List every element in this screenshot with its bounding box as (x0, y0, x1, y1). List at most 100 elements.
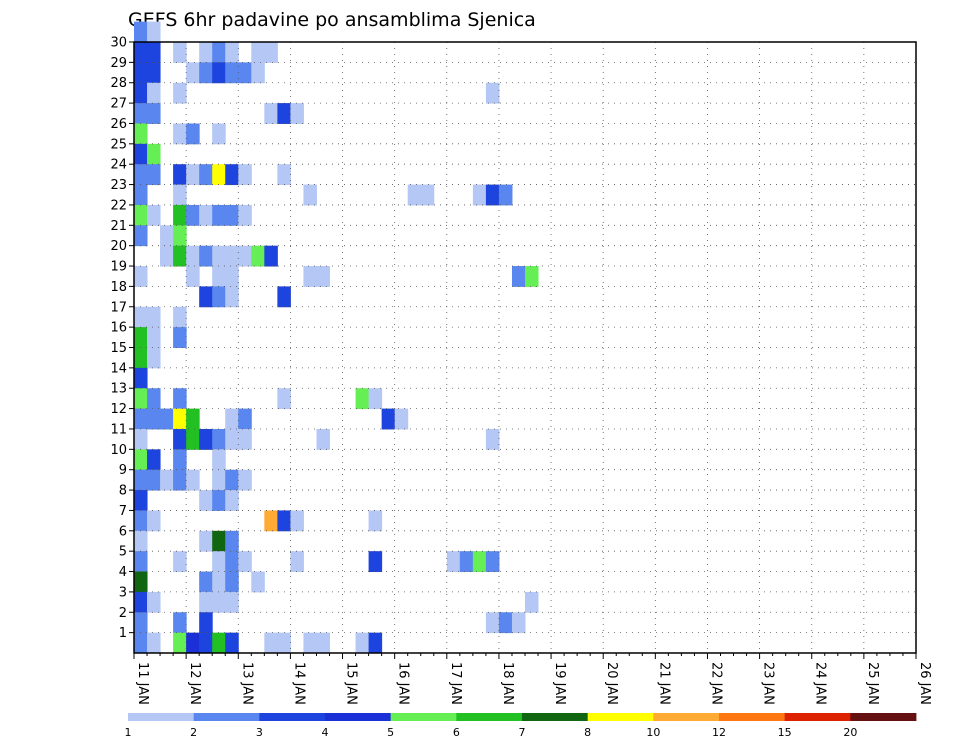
heatmap-cell (147, 143, 161, 165)
heatmap-cell (134, 123, 148, 145)
heatmap-cell (134, 42, 148, 63)
heatmap-cell (225, 42, 239, 63)
y-tick-label: 23 (110, 178, 127, 193)
legend-label: 3 (256, 726, 263, 739)
heatmap-cell (225, 591, 239, 613)
y-tick-label: 29 (110, 56, 127, 71)
x-tick-label: 11 JAN (135, 662, 150, 705)
heatmap-cell (251, 62, 265, 84)
legend-swatch (193, 713, 260, 721)
legend-swatch (522, 713, 589, 721)
x-tick-label: 21 JAN (656, 662, 671, 705)
heatmap-cell (173, 612, 187, 634)
heatmap-cell (212, 123, 226, 145)
heatmap-cell (199, 245, 213, 267)
heatmap-cell (459, 551, 474, 573)
y-tick-label: 24 (110, 158, 127, 173)
heatmap-cell (277, 632, 291, 654)
heatmap-cell (251, 571, 265, 593)
y-tick-label: 18 (110, 280, 127, 295)
heatmap-cell (134, 82, 148, 104)
y-tick-label: 21 (110, 219, 127, 234)
y-tick-label: 30 (110, 36, 127, 51)
heatmap-cell (212, 551, 226, 573)
heatmap-cell (199, 612, 213, 634)
heatmap-cell (290, 103, 304, 124)
y-tick-label: 14 (110, 361, 127, 376)
heatmap-cell (368, 510, 383, 532)
heatmap-cell (173, 245, 187, 267)
heatmap-cell (134, 612, 148, 634)
heatmap-cell (199, 286, 213, 308)
heatmap-cell (134, 490, 148, 511)
legend-label: 20 (843, 726, 857, 739)
colorbar-legend: 1 2 3 4 5 6 7 8 10 12 15 20 (125, 713, 917, 739)
legend-swatch (128, 713, 195, 721)
x-tick-label: 23 JAN (761, 662, 776, 705)
heatmap-cell (199, 530, 213, 552)
heatmap-cell (212, 204, 226, 226)
heatmap-cell (212, 530, 226, 552)
heatmap-cell (355, 388, 370, 410)
chart-title: GEFS 6hr padavine po ansamblima Sjenica (128, 9, 536, 31)
heatmap-cell (134, 408, 148, 430)
legend-swatch (653, 713, 720, 721)
heatmap-cell (264, 632, 278, 654)
heatmap-cell (225, 62, 239, 84)
heatmap-cell (160, 245, 174, 267)
legend-swatch (719, 713, 786, 721)
heatmap-cell (147, 204, 161, 226)
heatmap-cell (238, 408, 252, 430)
heatmap-cell (225, 266, 239, 287)
heatmap-cell (173, 42, 187, 63)
heatmap-cell (277, 388, 291, 410)
legend-swatch (850, 713, 917, 721)
heatmap-cell (134, 428, 148, 450)
legend-swatch (587, 713, 654, 721)
heatmap-cell (134, 225, 148, 247)
heatmap-cell (485, 612, 500, 634)
legend-label: 6 (453, 726, 460, 739)
heatmap-cell (212, 571, 226, 593)
x-tick-label: 13 JAN (239, 662, 254, 705)
heatmap-cell (147, 327, 161, 348)
heatmap-cell (316, 632, 330, 654)
heatmap-cell (212, 164, 226, 186)
heatmap-cell (381, 408, 396, 430)
legend-swatch (456, 713, 523, 721)
heatmap-cell (186, 245, 200, 267)
heatmap-cell (173, 204, 187, 226)
y-tick-label: 26 (110, 117, 127, 132)
heatmap-cell (134, 347, 148, 369)
legend-label: 15 (778, 726, 792, 739)
heatmap-cell (173, 388, 187, 410)
heatmap-cell (485, 428, 500, 450)
heatmap-cell (303, 184, 317, 206)
heatmap-cell (173, 632, 187, 654)
heatmap-cell (186, 266, 200, 287)
heatmap-cell (225, 490, 239, 511)
y-tick-label: 9 (119, 463, 127, 478)
heatmap-cell (225, 571, 239, 593)
y-tick-label: 4 (119, 565, 127, 580)
y-tick-label: 13 (110, 382, 127, 397)
heatmap-cell (485, 184, 500, 206)
heatmap-cell (212, 266, 226, 287)
heatmap-cell (173, 408, 187, 430)
heatmap-cell (186, 123, 200, 145)
x-tick-label: 20 JAN (604, 662, 619, 705)
legend-label: 7 (519, 726, 526, 739)
heatmap-cell (238, 164, 252, 186)
heatmap-cell (212, 469, 226, 491)
heatmap-cell (511, 612, 526, 634)
heatmap-cell (173, 225, 187, 247)
heatmap-cell (407, 184, 422, 206)
heatmap-cell (134, 530, 148, 552)
heatmap-cell (277, 103, 291, 124)
heatmap-cell (134, 306, 148, 328)
heatmap-cell (134, 469, 148, 491)
heatmap-cell (147, 449, 161, 471)
heatmap-cell (290, 510, 304, 532)
heatmap-cell (147, 306, 161, 328)
heatmap-cell (368, 388, 383, 410)
